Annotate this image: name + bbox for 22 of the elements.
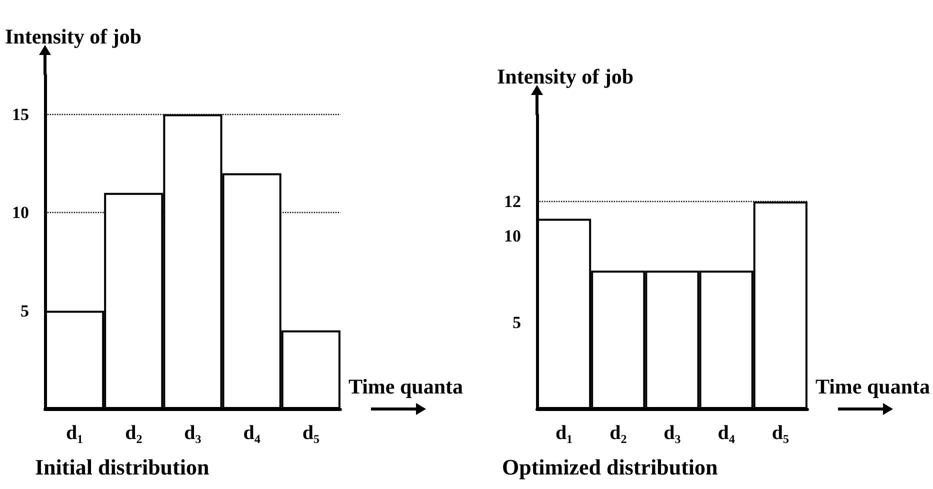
x-axis-title: Time quanta [348, 374, 464, 398]
x-tick-label: d₁ [555, 422, 573, 444]
y-tick-label: 15 [12, 104, 29, 124]
x-axis-title: Time quanta [815, 374, 930, 398]
y-tick-label: 10 [12, 203, 29, 222]
x-tick-label: d₃ [664, 422, 681, 444]
text: Optimized distribution [502, 454, 718, 480]
y-axis-title: Intensity of job [497, 64, 634, 88]
x-tick-label: d₂ [125, 422, 142, 444]
x-tick-label: d₄ [243, 422, 260, 444]
x-tick-label: d₃ [184, 422, 202, 444]
y-axis-title: Intensity of job [5, 24, 142, 48]
x-tick-label: d₄ [718, 422, 735, 444]
x-tick-label: d₂ [610, 422, 627, 444]
x-tick-label: d₁ [66, 422, 84, 444]
y-tick-label: 10 [504, 226, 521, 246]
y-tick-label: 5 [20, 301, 29, 320]
y-tick-label: 5 [512, 313, 521, 332]
text: Initial distribution [35, 454, 210, 480]
y-tick-label: 12 [504, 192, 521, 211]
x-tick-label: d₅ [302, 422, 320, 444]
x-tick-label: d₅ [772, 422, 789, 444]
